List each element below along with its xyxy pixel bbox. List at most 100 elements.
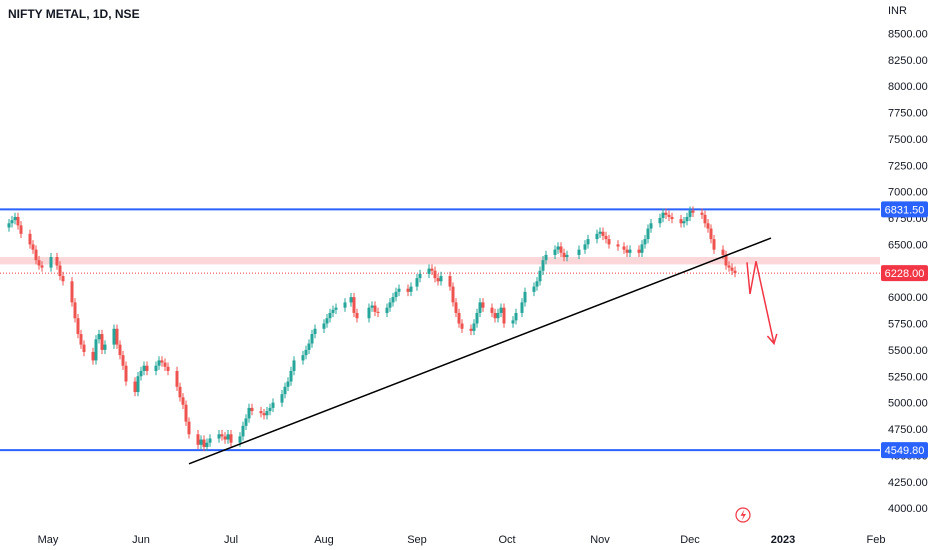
candle[interactable] — [355, 308, 359, 323]
candle[interactable] — [166, 362, 170, 376]
candle[interactable] — [523, 287, 527, 307]
candle[interactable] — [82, 340, 86, 357]
candle[interactable] — [670, 212, 674, 224]
candle[interactable] — [556, 242, 560, 254]
candle[interactable] — [499, 303, 503, 318]
candle[interactable] — [121, 350, 125, 370]
candle[interactable] — [628, 245, 632, 258]
candle[interactable] — [541, 255, 545, 275]
candle[interactable] — [10, 215, 14, 228]
candle[interactable] — [376, 307, 380, 318]
candle[interactable] — [544, 250, 548, 265]
candle[interactable] — [472, 319, 476, 336]
candle[interactable] — [643, 234, 647, 249]
candle[interactable] — [667, 210, 671, 222]
candle[interactable] — [622, 242, 626, 254]
candle[interactable] — [601, 227, 605, 241]
candle[interactable] — [448, 271, 452, 291]
candle[interactable] — [115, 324, 119, 349]
candle[interactable] — [661, 208, 665, 223]
candle[interactable] — [283, 382, 287, 399]
candle[interactable] — [418, 269, 422, 283]
candle[interactable] — [409, 282, 413, 297]
candle[interactable] — [124, 361, 128, 386]
candle[interactable] — [733, 266, 737, 278]
candle[interactable] — [475, 308, 479, 328]
candle[interactable] — [205, 438, 209, 452]
candle[interactable] — [133, 377, 137, 397]
candle[interactable] — [700, 208, 704, 220]
candle[interactable] — [712, 234, 716, 254]
candle[interactable] — [40, 261, 44, 272]
candle[interactable] — [559, 242, 563, 258]
candle[interactable] — [727, 261, 731, 272]
candle[interactable] — [58, 261, 62, 281]
candle[interactable] — [280, 389, 284, 407]
candle[interactable] — [16, 212, 20, 230]
candle[interactable] — [538, 266, 542, 286]
candle[interactable] — [181, 393, 185, 409]
candle[interactable] — [511, 316, 515, 328]
candle[interactable] — [28, 229, 32, 249]
candle[interactable] — [682, 216, 686, 228]
candle[interactable] — [397, 284, 401, 297]
candle[interactable] — [76, 314, 80, 339]
candle[interactable] — [229, 430, 233, 447]
candle[interactable] — [478, 298, 482, 318]
candle[interactable] — [406, 284, 410, 297]
candle[interactable] — [220, 430, 224, 441]
candle[interactable] — [163, 358, 167, 371]
candle[interactable] — [469, 324, 473, 336]
candle[interactable] — [304, 345, 308, 360]
candle[interactable] — [427, 264, 431, 279]
candle[interactable] — [175, 366, 179, 392]
candle[interactable] — [331, 305, 335, 318]
candle[interactable] — [112, 324, 116, 349]
candle[interactable] — [385, 303, 389, 318]
candle[interactable] — [265, 406, 269, 420]
candle[interactable] — [157, 356, 161, 370]
candle[interactable] — [292, 356, 296, 376]
candle[interactable] — [70, 277, 74, 307]
candle[interactable] — [136, 372, 140, 397]
candle[interactable] — [436, 273, 440, 286]
candle[interactable] — [532, 282, 536, 297]
candle[interactable] — [79, 329, 83, 349]
candle[interactable] — [388, 298, 392, 312]
candle[interactable] — [433, 266, 437, 283]
candle[interactable] — [394, 287, 398, 302]
candle[interactable] — [391, 292, 395, 307]
candle[interactable] — [481, 298, 485, 312]
candle[interactable] — [241, 421, 245, 441]
candle[interactable] — [598, 227, 602, 239]
candle[interactable] — [664, 208, 668, 220]
candle[interactable] — [457, 308, 461, 328]
candle[interactable] — [223, 432, 227, 444]
candle[interactable] — [586, 234, 590, 249]
candle[interactable] — [535, 277, 539, 291]
candle[interactable] — [262, 408, 266, 420]
candle[interactable] — [496, 308, 500, 323]
candle[interactable] — [367, 303, 371, 323]
candle[interactable] — [307, 339, 311, 355]
candle[interactable] — [202, 435, 206, 452]
candle[interactable] — [250, 403, 254, 416]
candle[interactable] — [604, 231, 608, 244]
candle[interactable] — [154, 361, 158, 376]
candle[interactable] — [244, 414, 248, 431]
candle[interactable] — [349, 292, 353, 307]
lightning-icon[interactable] — [735, 507, 751, 523]
candle[interactable] — [103, 340, 107, 355]
candle[interactable] — [271, 398, 275, 413]
candle[interactable] — [706, 219, 710, 233]
candle[interactable] — [553, 245, 557, 260]
candle[interactable] — [565, 250, 569, 262]
candle[interactable] — [649, 219, 653, 233]
candle[interactable] — [199, 435, 203, 450]
candle[interactable] — [430, 264, 434, 275]
candle[interactable] — [226, 430, 230, 444]
candle[interactable] — [31, 240, 35, 254]
candle[interactable] — [691, 206, 695, 217]
candle[interactable] — [139, 366, 143, 381]
candle[interactable] — [451, 282, 455, 307]
